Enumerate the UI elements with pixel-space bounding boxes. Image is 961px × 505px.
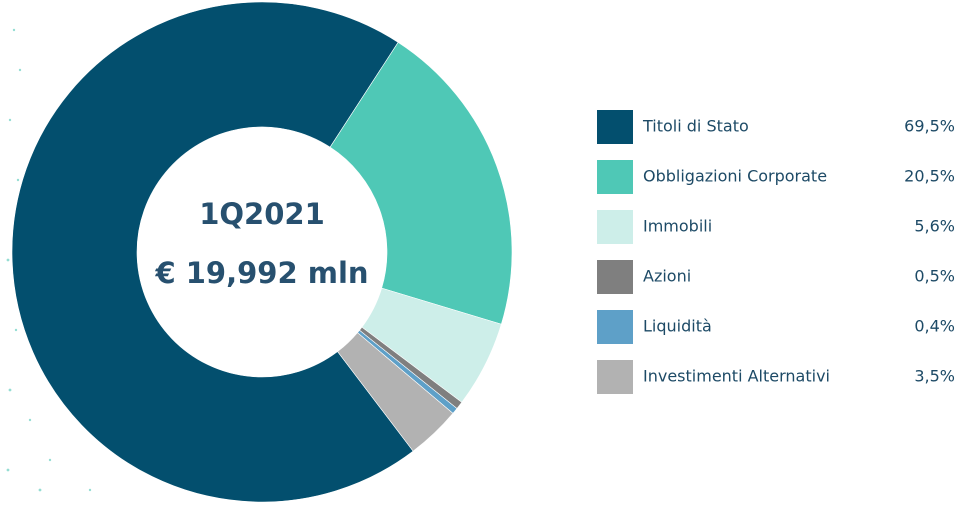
value-label: 0,5% <box>914 267 955 286</box>
value-label: 3,5% <box>914 367 955 386</box>
legend-label: Investimenti Alternativi <box>643 367 830 386</box>
legend-label: Azioni <box>643 267 691 286</box>
value-label: 69,5% <box>904 117 955 136</box>
legend-label: Obbligazioni Corporate <box>643 167 827 186</box>
value-label: 5,6% <box>914 217 955 236</box>
legend-swatch <box>597 310 633 344</box>
legend-label: Immobili <box>643 217 712 236</box>
legend-label: Titoli di Stato <box>642 117 749 136</box>
decorative-dots <box>6 28 92 492</box>
slice <box>337 332 454 452</box>
value-label: 0,4% <box>914 317 955 336</box>
slice <box>329 41 513 325</box>
legend-swatch <box>597 210 633 244</box>
legend-swatch <box>597 160 633 194</box>
legend-swatch <box>597 110 633 144</box>
legend: Titoli di Stato 69,5% Obbligazioni Corpora… <box>597 110 955 394</box>
legend-swatch <box>597 260 633 294</box>
legend-swatch <box>597 360 633 394</box>
center-label: € 19,992 mln <box>154 256 368 290</box>
value-label: 20,5% <box>904 167 955 186</box>
slice <box>11 1 414 503</box>
center-label: 1Q2021 <box>199 197 325 231</box>
legend-label: Liquidità <box>643 317 712 336</box>
